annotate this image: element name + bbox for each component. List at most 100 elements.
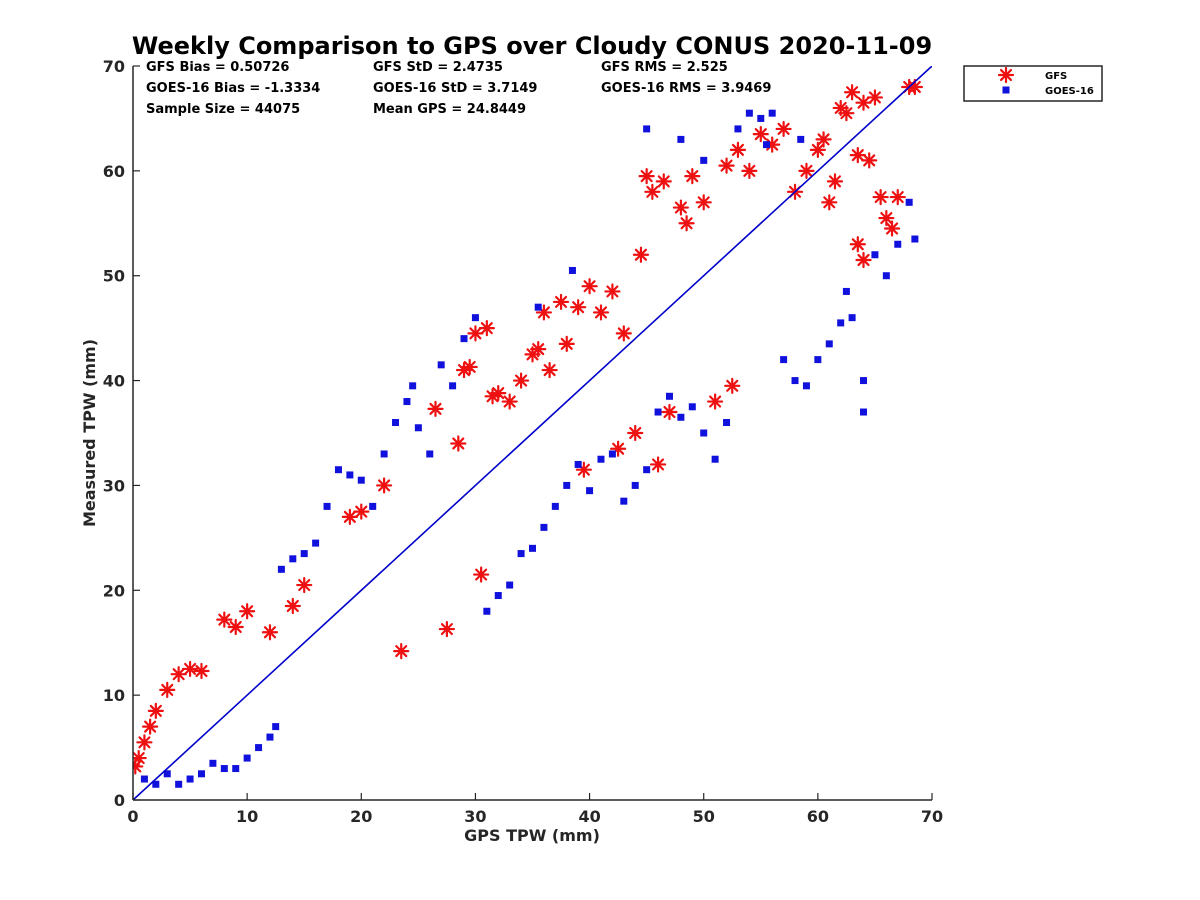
- data-point: [849, 236, 866, 253]
- data-point: [334, 466, 342, 474]
- data-point: [380, 450, 388, 458]
- data-point: [266, 733, 274, 741]
- y-tick-label: 40: [103, 372, 125, 391]
- x-tick-label: 20: [350, 807, 372, 826]
- data-point: [700, 429, 708, 437]
- data-point: [197, 770, 205, 778]
- x-tick-label: 70: [921, 807, 943, 826]
- data-point: [323, 502, 331, 510]
- data-point: [501, 393, 518, 410]
- data-point: [357, 476, 365, 484]
- data-point: [678, 215, 695, 232]
- data-point: [147, 702, 164, 719]
- data-point: [376, 477, 393, 494]
- data-point: [684, 168, 701, 185]
- data-point: [517, 550, 525, 558]
- data-point: [729, 141, 747, 158]
- data-point: [414, 424, 422, 432]
- y-tick-label: 30: [103, 476, 125, 495]
- legend-marker-goes: [1002, 86, 1010, 94]
- data-point: [426, 450, 434, 458]
- x-tick-label: 60: [807, 807, 829, 826]
- data-point: [570, 299, 587, 316]
- data-point: [677, 413, 685, 421]
- data-point: [220, 765, 228, 773]
- data-point: [809, 141, 826, 158]
- data-point: [529, 544, 536, 552]
- data-point: [284, 597, 301, 615]
- data-point: [797, 135, 805, 143]
- data-point: [473, 566, 490, 583]
- data-point: [802, 382, 810, 390]
- data-point: [644, 183, 661, 200]
- stat-goes-rms: GOES-16 RMS = 3.9469: [601, 81, 771, 96]
- data-point: [140, 775, 148, 783]
- y-tick-label: 0: [114, 791, 125, 810]
- data-point: [597, 455, 605, 463]
- data-point: [815, 131, 832, 148]
- stat-sample-size: Sample Size = 44075: [146, 102, 300, 117]
- data-point: [272, 723, 280, 731]
- data-point: [889, 188, 906, 206]
- data-point: [826, 173, 844, 190]
- data-point: [711, 455, 719, 463]
- data-point: [478, 320, 495, 337]
- data-point: [672, 199, 689, 216]
- data-point: [471, 314, 479, 322]
- stat-mean-gps: Mean GPS = 24.8449: [373, 102, 526, 117]
- data-point: [814, 356, 822, 364]
- data-point: [883, 220, 901, 237]
- data-point: [861, 152, 878, 169]
- data-point: [620, 497, 628, 505]
- data-point: [860, 408, 868, 416]
- data-point: [346, 471, 354, 479]
- data-point: [734, 125, 742, 133]
- data-point: [775, 120, 792, 138]
- data-point: [700, 156, 708, 164]
- data-point: [209, 759, 217, 767]
- data-point: [768, 109, 776, 117]
- stat-gfs-bias: GFS Bias = 0.50726: [146, 60, 289, 75]
- data-point: [512, 372, 530, 389]
- x-tick-label: 50: [693, 807, 715, 826]
- data-point: [848, 314, 856, 322]
- data-point: [723, 419, 731, 427]
- data-point: [592, 304, 610, 321]
- data-point: [631, 481, 639, 489]
- data-point: [460, 335, 468, 343]
- data-point: [762, 141, 770, 149]
- data-point: [136, 734, 153, 751]
- series-gfs: [133, 78, 923, 775]
- data-point: [450, 435, 467, 452]
- data-point: [227, 618, 244, 636]
- data-point: [872, 188, 889, 206]
- data-point: [661, 403, 678, 421]
- stat-goes-bias: GOES-16 Bias = -1.3334: [146, 81, 320, 96]
- data-point: [449, 382, 457, 390]
- data-point: [581, 278, 598, 295]
- data-point: [855, 94, 872, 111]
- legend-marker-gfs: [997, 66, 1015, 84]
- data-point: [467, 325, 484, 342]
- x-tick-label: 0: [127, 807, 138, 826]
- data-point: [718, 157, 735, 174]
- data-point: [216, 611, 233, 628]
- y-tick-label: 60: [103, 162, 125, 181]
- one-to-one-line: [133, 66, 932, 800]
- data-point: [181, 660, 199, 678]
- data-point: [277, 565, 285, 573]
- data-point: [688, 403, 696, 411]
- data-point: [649, 456, 667, 473]
- data-point: [866, 89, 884, 106]
- data-point: [353, 503, 370, 520]
- data-point: [530, 341, 547, 358]
- series-goes-16: [140, 109, 919, 788]
- data-point: [552, 293, 570, 311]
- data-point: [551, 502, 559, 510]
- data-point: [175, 780, 183, 788]
- data-point: [707, 393, 724, 410]
- data-point: [541, 361, 558, 379]
- x-tick-label: 40: [578, 807, 600, 826]
- y-tick-label: 20: [103, 581, 125, 600]
